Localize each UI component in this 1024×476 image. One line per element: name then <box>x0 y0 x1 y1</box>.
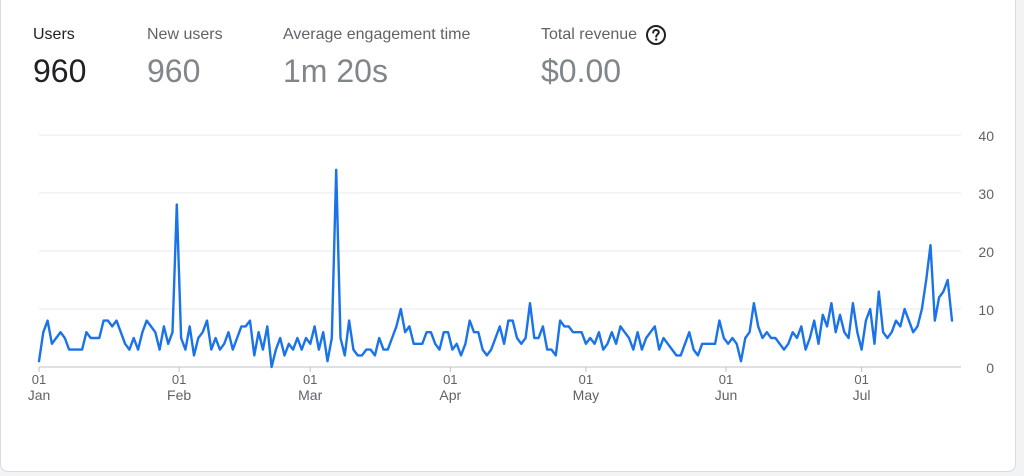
x-tick-day-label: 01 <box>303 372 317 387</box>
metric-engagement-time-value: 1m 20s <box>283 53 388 89</box>
y-tick-label: 20 <box>978 244 994 260</box>
x-tick-day-label: 01 <box>579 372 593 387</box>
x-tick-month-label: May <box>573 387 599 403</box>
metric-new-users-label: New users <box>147 26 223 43</box>
x-tick-day-label: 01 <box>719 372 733 387</box>
x-tick-month-label: Feb <box>167 387 191 403</box>
x-tick-day-label: 01 <box>443 372 457 387</box>
x-tick-month-label: Apr <box>439 387 461 403</box>
metric-total-revenue-label-row: Total revenue <box>541 25 667 45</box>
x-tick-month-label: Jul <box>853 387 871 403</box>
metric-new-users-value: 960 <box>147 53 201 89</box>
metric-users-tab[interactable]: Users 960 <box>33 25 86 91</box>
metric-engagement-time-tab[interactable]: Average engagement time 1m 20s <box>283 25 470 91</box>
x-tick-month-label: Mar <box>298 387 322 403</box>
x-tick-day-label: 01 <box>32 372 46 387</box>
y-tick-label: 30 <box>978 186 994 202</box>
metric-total-revenue-value: $0.00 <box>541 53 622 89</box>
metric-new-users-tab[interactable]: New users 960 <box>147 25 223 91</box>
metric-users-value: 960 <box>33 53 87 89</box>
metric-users-label: Users <box>33 26 75 43</box>
y-tick-label: 40 <box>978 128 994 144</box>
x-tick-month-label: Jan <box>28 387 51 403</box>
metric-total-revenue-label: Total revenue <box>541 26 638 43</box>
y-tick-label: 0 <box>986 360 994 376</box>
metric-engagement-time-label: Average engagement time <box>283 26 471 43</box>
help-circle-icon[interactable] <box>645 24 667 46</box>
y-tick-label: 10 <box>978 302 994 318</box>
x-tick-day-label: 01 <box>172 372 186 387</box>
metric-total-revenue-tab[interactable]: Total revenue $0.00 <box>541 25 667 91</box>
x-tick-day-label: 01 <box>854 372 868 387</box>
users-series-line <box>37 168 954 369</box>
x-tick-month-label: Jun <box>715 387 738 403</box>
